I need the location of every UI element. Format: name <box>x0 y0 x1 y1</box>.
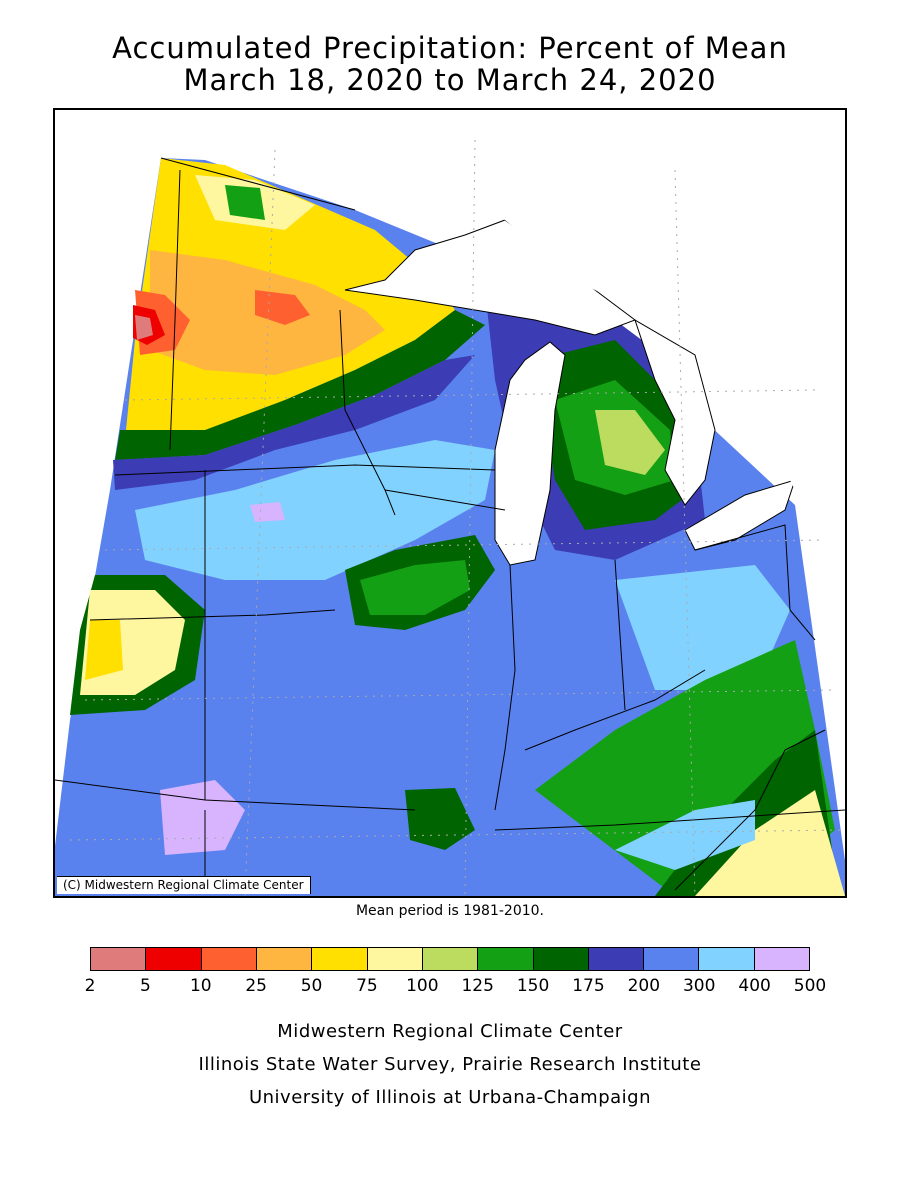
credit-uiuc: University of Illinois at Urbana-Champai… <box>248 1087 652 1108</box>
region-lavender-3 <box>160 780 245 855</box>
region-mi-yellow <box>595 410 665 475</box>
legend-swatch <box>422 948 479 970</box>
map-copyright: (C) Midwestern Regional Climate Center <box>57 876 311 894</box>
region-west-deep-yellow <box>85 620 123 680</box>
region-green-il-inner <box>360 560 470 615</box>
legend-swatch <box>91 948 147 970</box>
region-se-blue-pocket <box>615 800 755 870</box>
legend-swatch <box>367 948 423 970</box>
legend-swatch <box>201 948 257 970</box>
legend-label: 500 <box>793 976 827 996</box>
region-se-yellow <box>695 790 845 896</box>
region-green-ne <box>225 185 265 220</box>
legend-swatch <box>256 948 313 970</box>
lake-michigan <box>494 341 566 566</box>
lake-huron <box>634 318 716 506</box>
canada-area <box>205 110 845 490</box>
region-blue-band <box>113 355 475 490</box>
legend-label: 25 <box>245 976 267 996</box>
legend-swatch <box>478 948 534 970</box>
legend-label: 200 <box>627 976 661 996</box>
legend-swatch <box>146 948 202 970</box>
map-title: Accumulated Precipitation: Percent of Me… <box>112 31 788 65</box>
region-lightblue-center <box>135 440 495 580</box>
precipitation-map: (C) Midwestern Regional Climate Center <box>53 108 847 898</box>
legend-label: 125 <box>461 976 494 996</box>
credit-mrcc: Midwestern Regional Climate Center <box>277 1021 623 1042</box>
legend-label: 175 <box>572 976 605 996</box>
mean-period-note: Mean period is 1981-2010. <box>355 903 545 919</box>
legend-swatch <box>533 948 589 970</box>
legend-labels: 2 5 10 25 50 75 100 125 150 175 200 300 400 500 <box>85 976 827 998</box>
legend-label: 2 <box>84 976 96 996</box>
credit-isws: Illinois State Water Survey, Prairie Res… <box>198 1054 702 1075</box>
legend-label: 400 <box>738 976 771 996</box>
legend-swatch <box>312 948 368 970</box>
region-lightblue-east <box>615 565 790 690</box>
legend-swatch <box>644 948 700 970</box>
region-lavender-1 <box>250 502 285 522</box>
legend-label: 10 <box>189 976 212 996</box>
legend-swatch <box>699 948 755 970</box>
legend-swatch <box>754 948 810 970</box>
region-green-band <box>115 310 485 460</box>
legend-label: 300 <box>682 976 716 996</box>
legend-label: 100 <box>406 976 439 996</box>
map-canvas <box>55 110 845 896</box>
legend-swatch <box>588 948 645 970</box>
legend-label: 50 <box>300 976 323 996</box>
region-green-south <box>405 788 475 850</box>
legend-label: 150 <box>516 976 550 996</box>
lat-lon-grid <box>69 139 845 896</box>
region-orange-mid <box>255 290 310 325</box>
map-date-range: March 18, 2020 to March 24, 2020 <box>183 63 717 97</box>
legend-label: 75 <box>356 976 378 996</box>
color-legend <box>90 947 810 971</box>
state-boundaries <box>55 157 845 891</box>
legend-label: 5 <box>139 976 151 996</box>
region-light-red <box>135 315 153 340</box>
